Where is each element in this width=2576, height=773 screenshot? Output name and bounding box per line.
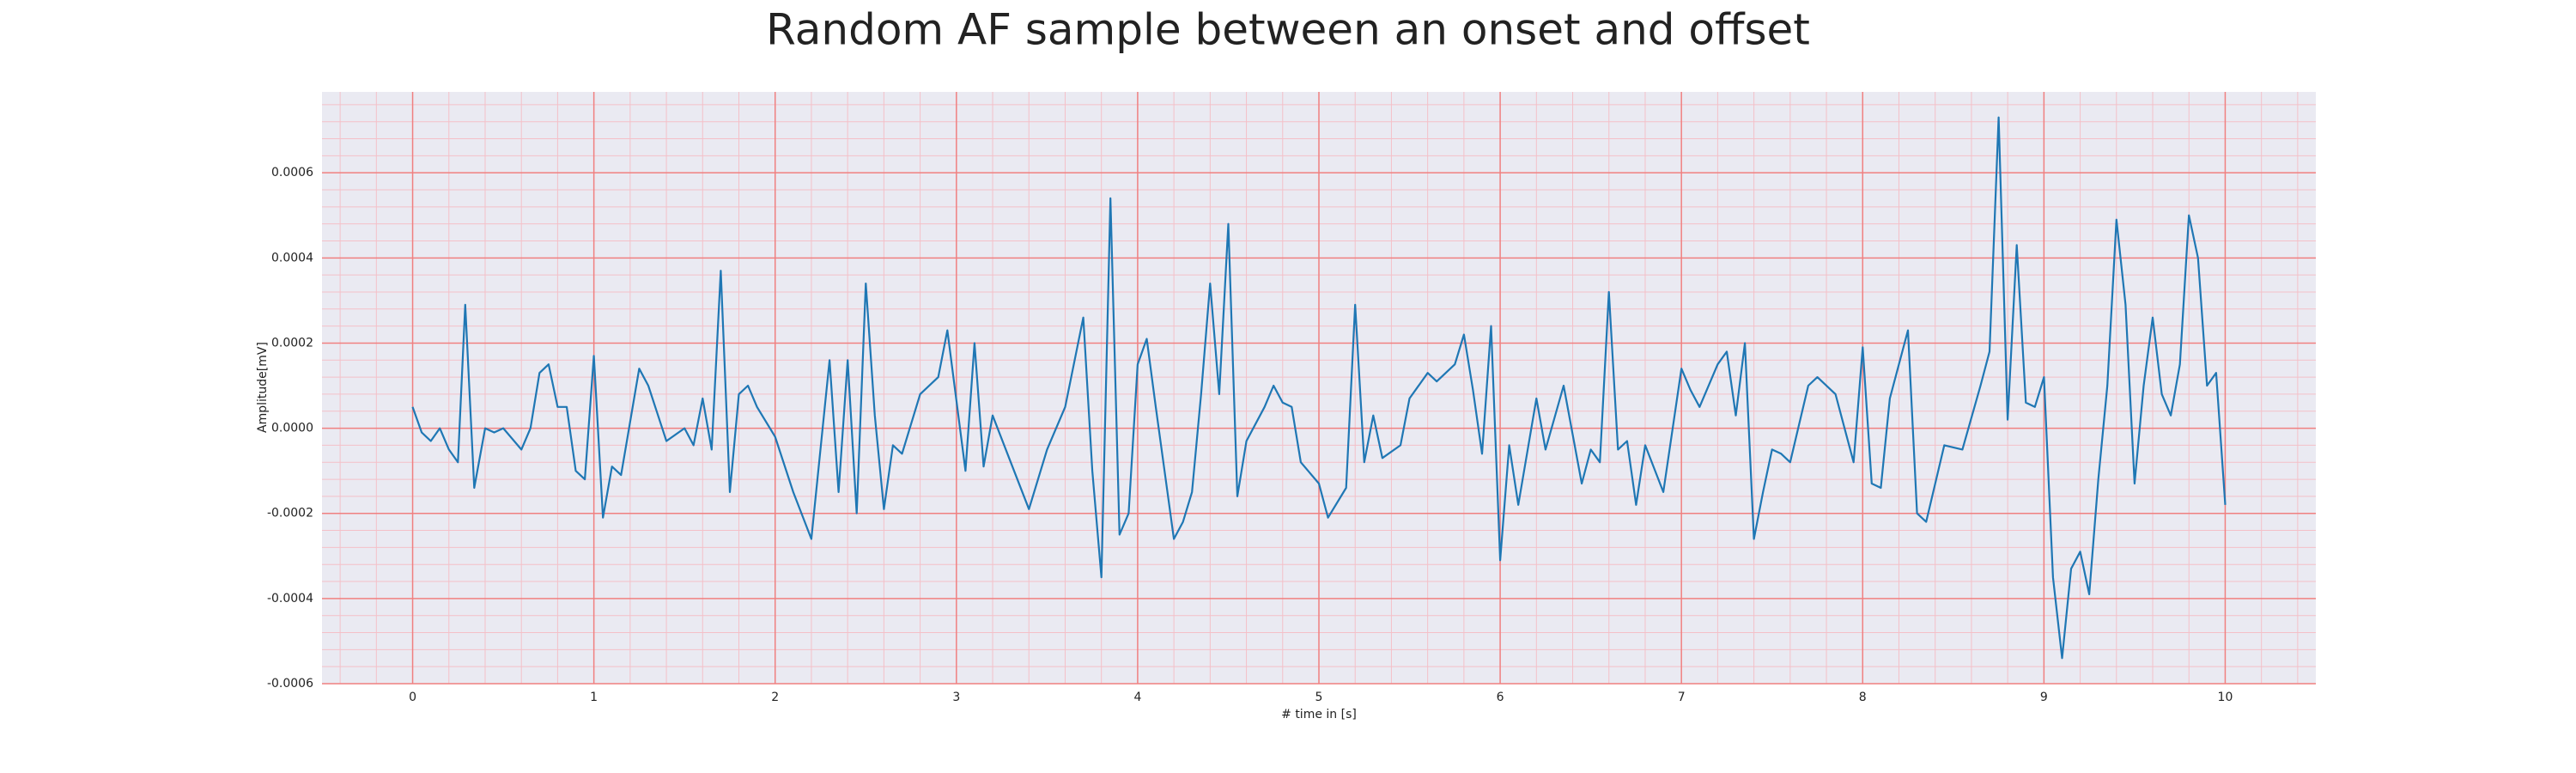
x-tick-label: 6 [1497,691,1504,704]
y-tick-label: 0.0002 [271,336,313,350]
x-tick-label: 10 [2218,691,2233,704]
y-axis-label: Amplitude[mV] [256,342,270,433]
y-tick-label: -0.0004 [267,592,313,606]
y-tick-label: -0.0002 [267,507,313,520]
x-tick-label: 5 [1315,691,1323,704]
x-tick-label: 2 [771,691,779,704]
y-tick-label: 0.0004 [271,251,313,265]
x-axis-label: # time in [s] [1281,708,1357,721]
x-tick-label: 4 [1133,691,1141,704]
y-tick-label: -0.0006 [267,677,313,691]
x-tick-label: 8 [1859,691,1867,704]
signal-line [411,116,2227,660]
x-tick-label: 0 [409,691,416,704]
y-tick-label: 0.0000 [271,422,313,435]
x-tick-label: 1 [590,691,598,704]
chart-title: Random AF sample between an onset and of… [766,5,1810,55]
x-tick-label: 7 [1678,691,1686,704]
x-tick-label: 3 [952,691,960,704]
y-tick-label: 0.0006 [271,166,313,180]
x-tick-label: 9 [2040,691,2048,704]
